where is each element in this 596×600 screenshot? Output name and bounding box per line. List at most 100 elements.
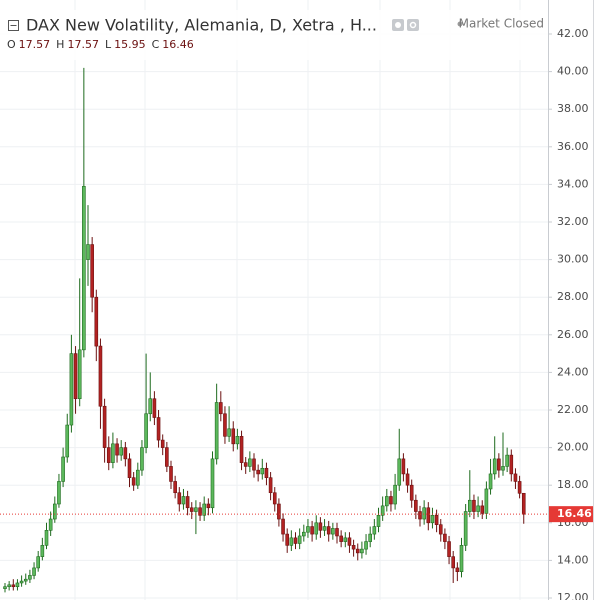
candle-body xyxy=(414,499,418,512)
candle-body xyxy=(94,296,99,347)
candle-body xyxy=(455,567,460,572)
candle-body xyxy=(331,528,335,535)
chart-title: DAX New Volatility, Alemania, D, Xetra ,… xyxy=(26,16,377,35)
candle-body xyxy=(210,458,215,509)
candle-body xyxy=(314,522,319,535)
candle-body xyxy=(111,443,115,463)
candle-body xyxy=(513,473,518,482)
candle-body xyxy=(509,454,514,475)
candle-body xyxy=(405,473,410,486)
y-tick-label: 34.00 xyxy=(557,177,589,190)
candle-body xyxy=(19,580,24,584)
collapse-toggle[interactable] xyxy=(8,20,19,31)
candle-body xyxy=(409,484,414,501)
candle-body xyxy=(256,469,260,475)
ohlc-value: 17.57 xyxy=(19,38,51,51)
candle-body xyxy=(492,458,497,475)
candle-body xyxy=(239,436,244,463)
candle-body xyxy=(264,467,269,478)
header-bg xyxy=(0,10,548,60)
candle-body xyxy=(443,533,447,542)
y-tick-label: 36.00 xyxy=(557,140,589,153)
candle-body xyxy=(293,537,298,544)
candle-body xyxy=(459,545,464,572)
candle-body xyxy=(430,514,435,524)
y-tick-label: 26.00 xyxy=(557,328,589,341)
candle-body xyxy=(272,492,277,505)
candle-body xyxy=(422,507,426,520)
candle-body xyxy=(480,505,485,514)
candle-body xyxy=(57,481,61,505)
candle-body xyxy=(268,477,273,494)
candle-body xyxy=(73,353,78,400)
candle-body xyxy=(252,458,256,471)
candle-body xyxy=(397,458,402,486)
candle-body xyxy=(214,402,219,460)
candle-body xyxy=(28,575,32,580)
candle-body xyxy=(169,466,173,482)
candle-body xyxy=(98,345,103,407)
y-tick-label: 22.00 xyxy=(557,403,589,416)
candle-body xyxy=(11,584,16,588)
candle-body xyxy=(115,443,119,456)
candle-body xyxy=(127,458,132,478)
y-tick-label: 32.00 xyxy=(557,215,589,228)
candle-body xyxy=(393,484,397,505)
y-axis: 12.0014.0016.0018.0020.0022.0024.0026.00… xyxy=(548,27,593,600)
settings-icon xyxy=(409,21,417,29)
candle-body xyxy=(48,518,53,531)
settings-button[interactable] xyxy=(407,19,419,31)
candle-body xyxy=(52,503,57,520)
candle-body xyxy=(15,582,20,588)
candle-body xyxy=(223,413,227,437)
candle-body xyxy=(7,584,11,588)
candle-body xyxy=(505,454,509,467)
candle-body xyxy=(177,492,182,505)
candle-body xyxy=(231,428,236,445)
candle-body xyxy=(277,503,281,520)
candle-body xyxy=(364,541,368,550)
candle-body xyxy=(322,526,327,531)
candle-body xyxy=(281,518,285,535)
candle-body xyxy=(360,548,364,554)
y-tick-label: 14.00 xyxy=(557,553,589,566)
candle-body xyxy=(310,526,314,535)
candle-body xyxy=(202,503,206,516)
candle-body xyxy=(160,439,165,448)
candle-body xyxy=(260,467,265,475)
y-tick-label: 18.00 xyxy=(557,478,589,491)
candle-body xyxy=(156,417,161,441)
status-dot xyxy=(457,21,463,27)
candle-body xyxy=(451,556,456,569)
candle-body xyxy=(326,526,331,535)
candle-body xyxy=(418,511,422,520)
candle-body xyxy=(467,499,472,512)
candle-body xyxy=(69,353,74,426)
candle-body xyxy=(227,428,231,437)
candle-body xyxy=(426,507,431,524)
candle-body xyxy=(82,185,86,351)
y-tick-label: 24.00 xyxy=(557,365,589,378)
candle-body xyxy=(235,436,240,445)
candle-body xyxy=(368,533,373,542)
candle-body xyxy=(173,481,177,494)
candle-body xyxy=(44,530,49,546)
visibility-icon xyxy=(395,22,401,28)
candle-body xyxy=(438,524,443,535)
candle-body xyxy=(40,545,45,557)
candle-body xyxy=(301,531,306,537)
last-price-label: 16.46 xyxy=(557,507,592,520)
candle-body xyxy=(152,398,157,418)
candles xyxy=(0,67,548,593)
candle-body xyxy=(476,505,480,512)
candle-body xyxy=(497,458,501,471)
candle-body xyxy=(343,537,348,542)
y-tick-label: 40.00 xyxy=(557,65,589,78)
ohlc-value: 15.95 xyxy=(114,38,146,51)
candle-body xyxy=(102,405,107,448)
ohlc-key: L xyxy=(105,38,112,51)
ohlc-key: C xyxy=(152,38,160,51)
candle-body xyxy=(194,507,198,512)
candle-body xyxy=(248,458,252,467)
